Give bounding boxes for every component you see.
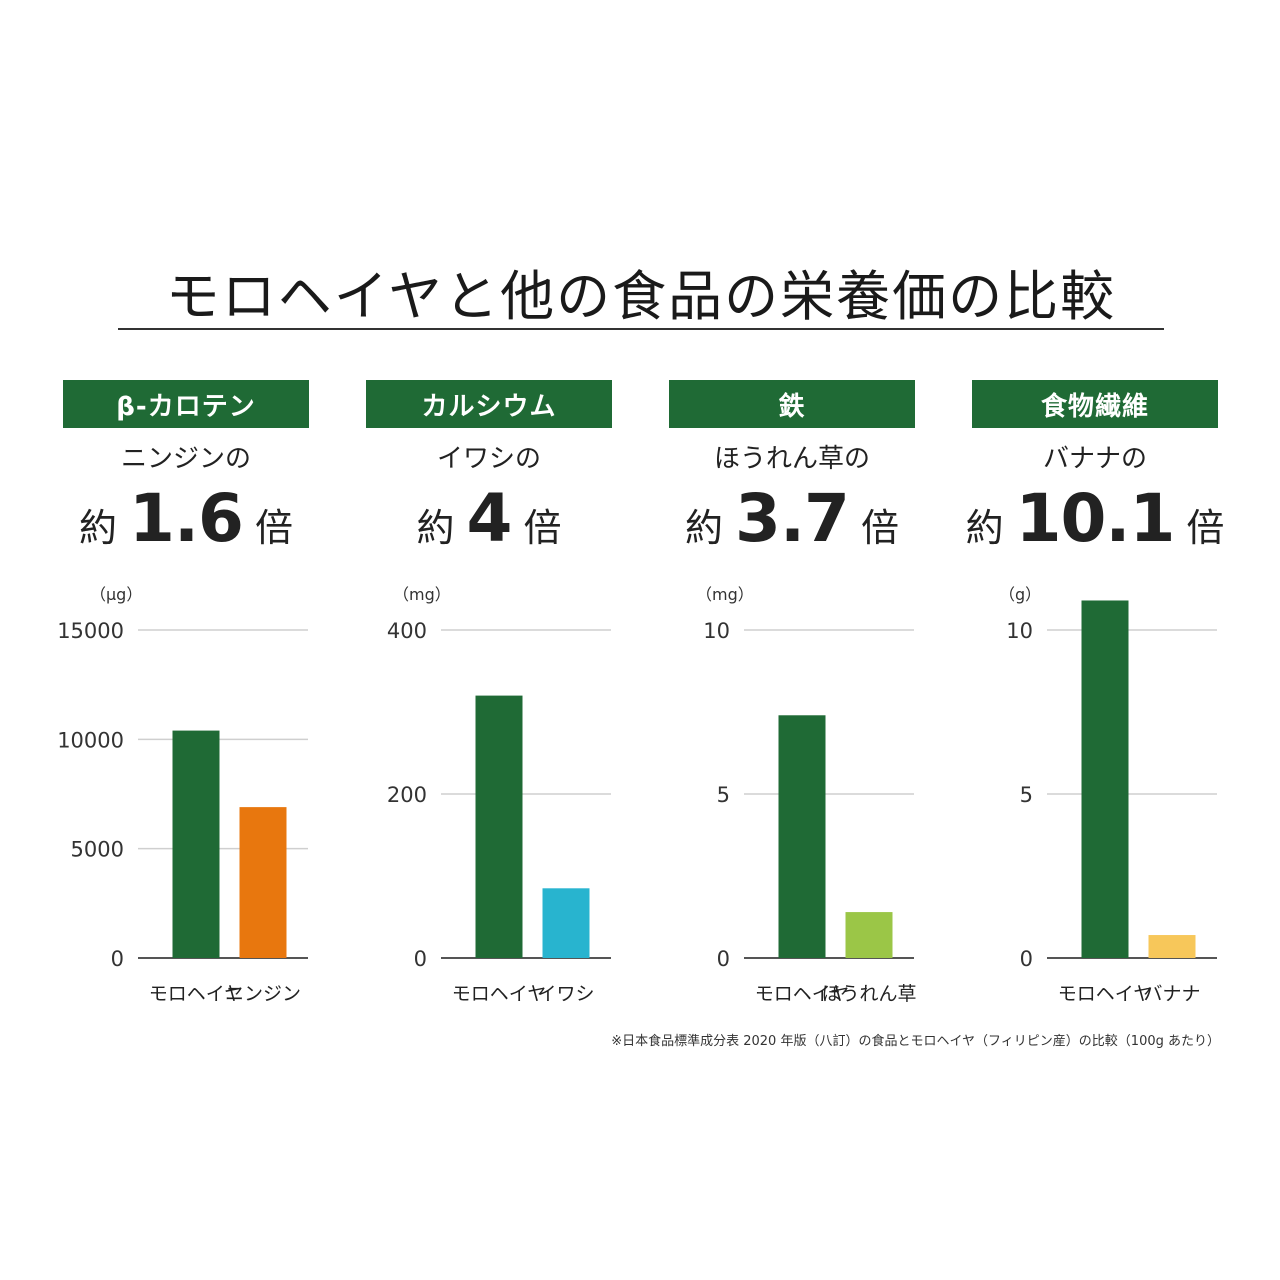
ratio-prefix: 約	[416, 506, 455, 550]
y-tick-label: 0	[1020, 947, 1033, 971]
panel-beta-carotene: β-カロテン ニンジンの 約 1.6 倍 （μg） 0 5000 10000 15000…	[57, 380, 309, 1020]
page-title: モロヘイヤと他の食品の栄養価の比較	[165, 265, 1117, 328]
category-label: モロヘイヤ	[755, 983, 849, 1005]
bar-comparison	[542, 888, 590, 958]
bar-moroheiya	[1081, 600, 1129, 958]
ratio-line: 約 3.7 倍	[649, 480, 935, 557]
unit-label: （g）	[999, 585, 1041, 604]
nutrient-badge: カルシウム	[366, 380, 612, 428]
title-underline	[118, 328, 1164, 330]
category-label: モロヘイヤ	[1058, 983, 1152, 1005]
category-label: イワシ	[537, 983, 594, 1005]
ratio-line: 約 4 倍	[346, 480, 632, 557]
y-tick-label: 10000	[57, 728, 124, 752]
y-tick-label: 10	[1006, 619, 1033, 643]
ratio-line: 約 10.1 倍	[952, 480, 1238, 557]
ratio-suffix: 倍	[254, 506, 293, 550]
unit-label: （mg）	[393, 585, 451, 604]
y-tick-label: 200	[387, 783, 427, 807]
panel-iron: 鉄 ほうれん草の 約 3.7 倍 （mg） 0 5 10 モロヘイヤ ほうれん草	[669, 380, 917, 1020]
nutrient-badge: 鉄	[669, 380, 915, 428]
compare-text: イワシの	[436, 444, 541, 474]
y-tick-label: 0	[414, 947, 427, 971]
bar-comparison	[1148, 935, 1196, 958]
nutrient-badge: β-カロテン	[63, 380, 309, 428]
ratio-line: 約 1.6 倍	[43, 480, 329, 557]
unit-label: （mg）	[696, 585, 754, 604]
source-footnote: ※日本食品標準成分表 2020 年版（八訂）の食品とモロヘイヤ（フィリピン産）の…	[611, 1034, 1220, 1049]
category-label: バナナ	[1143, 983, 1200, 1005]
ratio-prefix: 約	[685, 506, 724, 550]
category-label: モロヘイヤ	[149, 983, 243, 1005]
y-tick-label: 0	[717, 947, 730, 971]
ratio-prefix: 約	[79, 506, 118, 550]
ratio-value: 10.1	[1015, 480, 1176, 557]
bar-comparison	[845, 912, 893, 958]
nutrient-badge: 食物繊維	[972, 380, 1218, 428]
ratio-prefix: 約	[965, 506, 1004, 550]
bar-moroheiya	[172, 730, 220, 958]
ratio-suffix: 倍	[1186, 506, 1225, 550]
category-label: ほうれん草	[821, 983, 916, 1005]
unit-label: （μg）	[90, 585, 142, 604]
ratio-value: 4	[466, 480, 513, 557]
y-tick-label: 10	[703, 619, 730, 643]
ratio-suffix: 倍	[860, 506, 899, 550]
ratio-suffix: 倍	[523, 506, 562, 550]
panel-dietary-fiber: 食物繊維 バナナの 約 10.1 倍 （g） 0 5 10 モロヘイヤ バナナ	[966, 380, 1224, 1020]
bar-comparison	[239, 807, 287, 958]
y-tick-label: 400	[387, 619, 427, 643]
y-tick-label: 15000	[57, 619, 124, 643]
compare-text: ニンジンの	[120, 444, 251, 474]
compare-text: ほうれん草の	[713, 444, 870, 474]
ratio-value: 3.7	[735, 480, 850, 557]
panel-calcium: カルシウム イワシの 約 4 倍 （mg） 0 200 400 モロヘイヤ イワシ	[366, 380, 612, 1020]
ratio-value: 1.6	[129, 480, 244, 557]
compare-text: バナナの	[1042, 444, 1147, 474]
bar-moroheiya	[475, 695, 523, 958]
y-tick-label: 5000	[71, 838, 124, 862]
y-tick-label: 0	[111, 947, 124, 971]
y-tick-label: 5	[717, 783, 730, 807]
category-label: モロヘイヤ	[452, 983, 546, 1005]
bar-moroheiya	[778, 715, 826, 958]
category-label: ニンジン	[225, 983, 301, 1005]
y-tick-label: 5	[1020, 783, 1033, 807]
